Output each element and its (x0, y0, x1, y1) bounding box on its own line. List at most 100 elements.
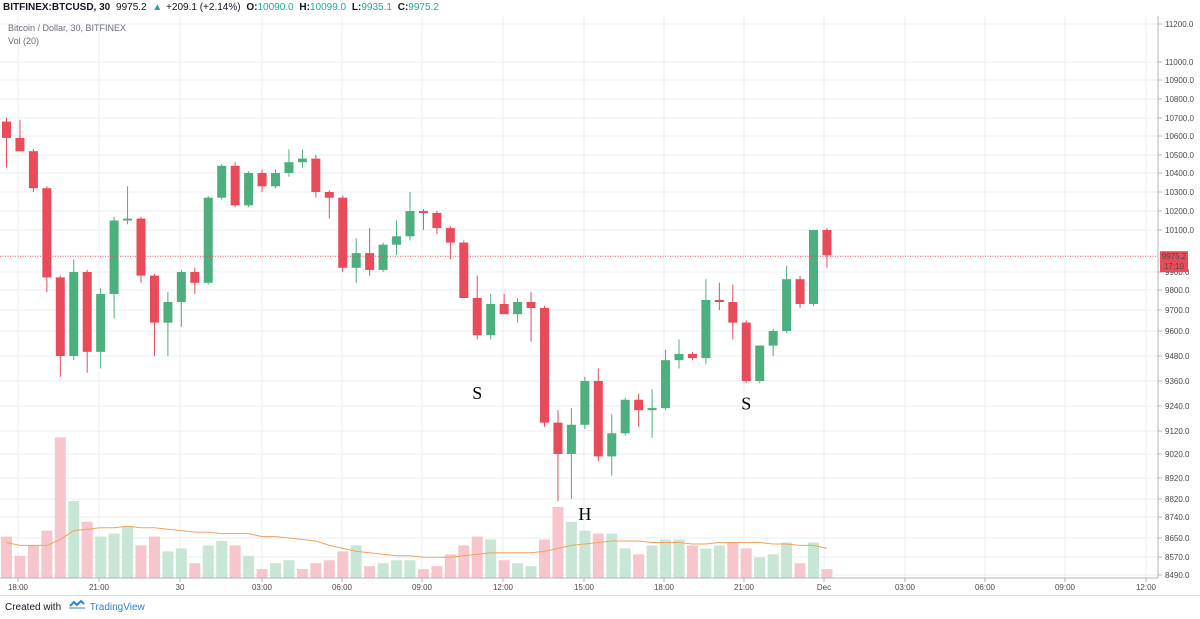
up-arrow-icon: ▲ (152, 2, 163, 13)
volume-bar (391, 560, 403, 578)
volume-bar (377, 563, 389, 578)
symbol-label[interactable]: BITFINEX:BTCUSD, 30 (3, 2, 111, 13)
candle (418, 209, 428, 230)
candlestick-chart[interactable]: SHS 11200.011000.010900.010800.010700.01… (0, 0, 1200, 595)
time-tick-label: 03:00 (895, 583, 916, 592)
time-tick-label: 09:00 (412, 583, 433, 592)
candle-body (271, 173, 280, 187)
candle-body (768, 331, 778, 346)
candle (634, 393, 644, 427)
chart-legend: Bitcoin / Dollar, 30, BITFINEX Vol (20) (8, 22, 126, 48)
price-tick-label: 10600.0 (1165, 132, 1194, 141)
candle (432, 211, 442, 235)
price-tick-label: 8490.0 (1165, 571, 1190, 580)
price-tick-label: 10300.0 (1165, 188, 1194, 197)
candle (580, 376, 590, 429)
price-tick-label: 8570.0 (1165, 553, 1190, 562)
price-tick-label: 10100.0 (1165, 226, 1194, 235)
volume-bar (458, 545, 470, 578)
candle (513, 298, 523, 323)
candle (661, 349, 671, 411)
candle (123, 186, 133, 225)
volume-bar (633, 554, 645, 578)
candle-body (795, 279, 805, 304)
candle (540, 306, 549, 427)
price-tick-label: 8740.0 (1165, 513, 1190, 522)
volume-bar (660, 539, 672, 578)
open-label: O: (246, 2, 258, 13)
volume-bar (646, 545, 658, 578)
volume-bar (95, 536, 107, 578)
candles (2, 118, 832, 502)
price-tick-label: 10400.0 (1165, 169, 1194, 178)
last-price: 9975.2 (116, 2, 147, 13)
volume-bar (54, 437, 66, 578)
candle-body (392, 236, 402, 245)
price-tick-label: 9900.0 (1165, 268, 1190, 277)
candle-body (338, 197, 348, 268)
candle (324, 190, 334, 219)
candle-body (674, 353, 684, 361)
price-tick-label: 10900.0 (1165, 76, 1194, 85)
high-label: H: (299, 2, 310, 13)
low-value: 9935.1 (361, 2, 392, 13)
candle-body (459, 242, 469, 298)
price-tick-label: 10800.0 (1165, 95, 1194, 104)
candle-body (69, 272, 79, 356)
candle-body (257, 173, 267, 187)
volume-bar (364, 566, 376, 578)
volume-bar (485, 539, 497, 578)
candle (714, 282, 724, 310)
candle-body (728, 302, 738, 323)
last-price-tag (1160, 251, 1188, 273)
price-axis[interactable]: 11200.0 11000.0 10900.0 10800.0 10700.0 10600… (1158, 20, 1194, 580)
candle-body (472, 298, 482, 336)
candle (109, 216, 119, 319)
pattern-label: H (578, 504, 591, 524)
candle-body (445, 228, 455, 243)
candle-body (634, 399, 644, 411)
time-tick-label: 15:00 (574, 583, 595, 592)
candle (822, 228, 832, 268)
price-tick-label: 9120.0 (1165, 427, 1190, 436)
candle (741, 320, 751, 384)
candle (217, 164, 227, 200)
chart-title: Bitcoin / Dollar, 30, BITFINEX (8, 23, 127, 33)
volume-bar (256, 569, 268, 578)
candle-body (607, 433, 617, 457)
price-tick-label: 10500.0 (1165, 151, 1194, 160)
candle (392, 220, 402, 256)
candle-body (351, 253, 361, 268)
tradingview-link[interactable]: TradingView (89, 601, 145, 613)
price-tick-label: 9240.0 (1165, 402, 1190, 411)
volume-bar (350, 545, 362, 578)
time-tick-label: 18:00 (8, 583, 29, 592)
candle (284, 149, 294, 177)
candle (311, 155, 321, 198)
candle (795, 275, 805, 308)
volume-bar (512, 563, 524, 578)
price-tick-label: 8650.0 (1165, 534, 1190, 543)
volume-bar (444, 554, 456, 578)
candle (486, 294, 496, 340)
open-value: 10090.0 (257, 2, 294, 13)
candle-body (217, 165, 227, 198)
time-tick-label: 09:00 (1055, 583, 1076, 592)
volume-bar (404, 560, 416, 578)
time-tick-label: 18:00 (654, 583, 675, 592)
candle-body (661, 360, 671, 409)
candle-body (109, 220, 119, 294)
candle (405, 192, 415, 241)
candle-body (553, 422, 563, 454)
candle-body (822, 230, 832, 256)
volume-bar (41, 530, 53, 578)
volume-bar (781, 542, 793, 578)
volume-bar (498, 560, 510, 578)
high-value: 10099.0 (309, 2, 347, 13)
candle-body (176, 272, 186, 302)
time-tick-label: 06:00 (975, 583, 996, 592)
candle (244, 171, 254, 208)
time-axis[interactable]: 18:00 21:00 30 03:00 06:00 09:00 12:00 15:00 18:… (8, 578, 1157, 592)
candle-body (418, 211, 428, 213)
volume-bar (296, 569, 308, 578)
